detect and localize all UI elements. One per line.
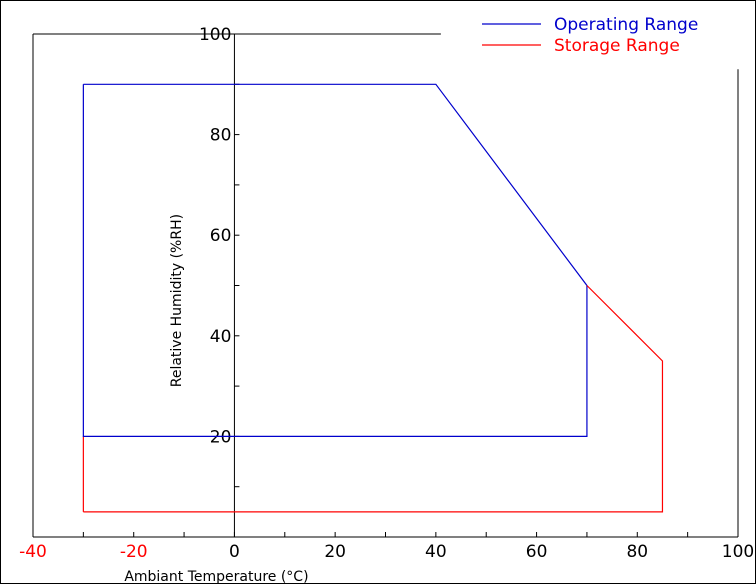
y-tick-label: 80 xyxy=(210,126,232,146)
x-tick-label: 0 xyxy=(229,542,240,562)
operating-range-line xyxy=(82,83,588,437)
x-tick-label: 80 xyxy=(626,542,648,562)
y-tick-label: 100 xyxy=(199,25,231,45)
y-tick-label: 20 xyxy=(210,427,232,447)
x-tick-label: 60 xyxy=(526,542,548,562)
x-tick-label: -40 xyxy=(19,542,47,562)
x-tick-label: -20 xyxy=(120,542,148,562)
y-tick-label: 60 xyxy=(210,226,232,246)
x-axis-title: Ambiant Temperature (°C) xyxy=(124,569,308,584)
x-tick-label: 100 xyxy=(722,542,754,562)
legend-label-operating-range: Operating Range xyxy=(554,15,698,35)
legend-label-storage-range: Storage Range xyxy=(554,36,680,56)
y-tick-label: 40 xyxy=(210,327,232,347)
x-tick-label: 40 xyxy=(425,542,447,562)
legend: Operating Range Storage Range xyxy=(482,15,698,56)
y-axis-title: Relative Humidity (%RH) xyxy=(169,214,185,387)
axes: -40 -20 0 20 40 60 80 100 20 40 60 80 100 xyxy=(19,25,754,562)
storage-range-line xyxy=(83,285,664,513)
x-tick-label: 20 xyxy=(324,542,346,562)
series-layer xyxy=(82,83,664,513)
